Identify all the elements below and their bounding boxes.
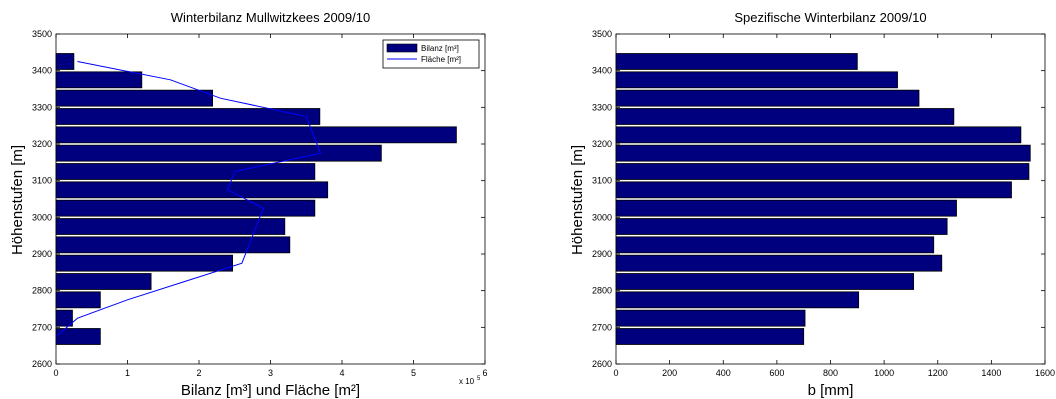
legend-label: Bilanz [m³] — [421, 44, 459, 53]
right-chart-x-tick-label: 1200 — [928, 368, 948, 378]
right-chart-x-tick-label: 400 — [716, 368, 731, 378]
right-chart-bar — [615, 309, 806, 327]
left-chart-x-tick-label: 1 — [125, 368, 130, 378]
left-chart-bar — [55, 181, 329, 199]
left-chart-x-axis-label: Bilanz [m³] und Fläche [m²] — [181, 382, 360, 399]
right-chart-bar — [615, 108, 955, 125]
right-chart-x-axis-label: b [mm] — [808, 382, 854, 399]
left-chart-x-tick-label: 4 — [339, 368, 344, 378]
right-chart-x-tick-label: 1400 — [981, 368, 1001, 378]
right-chart-x-tick-label: 800 — [823, 368, 838, 378]
left-chart-legend: Bilanz [m³] Fläche [m²] — [382, 39, 480, 69]
right-chart-x-tick-label: 0 — [613, 368, 618, 378]
left-chart-bar — [55, 236, 291, 254]
left-chart-bar — [55, 126, 457, 144]
left-chart-x-tick-label: 2 — [196, 368, 201, 378]
right-chart-x-tick-label: 1000 — [874, 368, 894, 378]
left-chart-y-tick-label: 2600 — [32, 359, 52, 369]
right-chart-y-tick-label: 3400 — [592, 66, 612, 76]
right-chart-bar — [615, 328, 805, 345]
left-chart-y-tick-label: 2900 — [32, 249, 52, 259]
left-chart-y-tick-label: 3500 — [32, 29, 52, 39]
left-chart-bar — [55, 71, 143, 89]
left-chart-bar — [55, 144, 382, 162]
right-chart-x-tick-label: 600 — [769, 368, 784, 378]
right-chart-title: Spezifische Winterbilanz 2009/10 — [734, 10, 926, 25]
right-chart-bar — [615, 89, 920, 107]
left-chart-x-multiplier: x 10 — [459, 377, 475, 386]
right-chart-bar — [615, 163, 1030, 180]
left-chart-y-tick-label: 2700 — [32, 322, 52, 332]
right-chart-y-tick-label: 3000 — [592, 212, 612, 222]
right-chart-y-tick-label: 2800 — [592, 286, 612, 296]
left-chart-y-tick-label: 3200 — [32, 139, 52, 149]
right-chart-y-tick-label: 2700 — [592, 322, 612, 332]
right-chart-bar — [615, 254, 943, 272]
left-chart: Winterbilanz Mullwitzkees 2009/10 Bilanz… — [9, 10, 488, 399]
left-chart-bar — [55, 273, 152, 290]
right-chart-x-tick-label: 200 — [662, 368, 677, 378]
left-chart-y-tick-label: 3400 — [32, 66, 52, 76]
right-chart: Spezifische Winterbilanz 2009/10 b [mm] … — [569, 10, 1055, 399]
left-chart-x-tick-label: 6 — [482, 368, 487, 378]
left-chart-y-tick-label: 3100 — [32, 176, 52, 186]
left-chart-x-tick-label: 0 — [53, 368, 58, 378]
legend-label: Fläche [m²] — [421, 55, 461, 64]
left-chart-x-exponent: 5 — [477, 376, 481, 382]
left-chart-bar — [55, 163, 316, 180]
right-chart-bar — [615, 181, 1012, 199]
left-chart-bar — [55, 53, 75, 70]
right-chart-y-tick-label: 3300 — [592, 102, 612, 112]
right-chart-y-tick-label: 3500 — [592, 29, 612, 39]
right-chart-y-tick-label: 2900 — [592, 249, 612, 259]
left-chart-y-tick-label: 3300 — [32, 102, 52, 112]
right-chart-y-tick-label: 2600 — [592, 359, 612, 369]
right-chart-bar — [615, 126, 1022, 144]
right-chart-y-axis-label: Höhenstufen [m] — [569, 145, 586, 255]
left-chart-y-tick-label: 2800 — [32, 286, 52, 296]
right-chart-bar — [615, 236, 935, 254]
left-chart-bar — [55, 291, 101, 309]
left-chart-bar — [55, 89, 213, 107]
right-chart-bar — [615, 218, 948, 235]
right-chart-bar — [615, 199, 957, 217]
left-chart-y-tick-label: 3000 — [32, 212, 52, 222]
left-chart-x-tick-label: 3 — [268, 368, 273, 378]
legend-box — [382, 39, 480, 69]
left-chart-bar — [55, 254, 234, 272]
left-chart-line-series — [55, 61, 322, 337]
left-chart-y-axis-label: Höhenstufen [m] — [9, 145, 26, 255]
right-chart-bar — [615, 273, 915, 290]
left-chart-bar — [55, 218, 286, 235]
right-chart-x-tick-label: 1600 — [1035, 368, 1055, 378]
left-chart-x-tick-label: 5 — [411, 368, 416, 378]
right-chart-y-tick-label: 3200 — [592, 139, 612, 149]
right-chart-bar — [615, 291, 860, 309]
left-chart-bar — [55, 199, 316, 217]
right-chart-bar — [615, 144, 1031, 162]
right-chart-bar — [615, 71, 898, 89]
right-chart-bar — [615, 53, 858, 70]
left-chart-bar — [55, 309, 73, 327]
legend-swatch-bar — [386, 43, 418, 53]
left-chart-title: Winterbilanz Mullwitzkees 2009/10 — [171, 10, 370, 25]
right-chart-y-tick-label: 3100 — [592, 176, 612, 186]
